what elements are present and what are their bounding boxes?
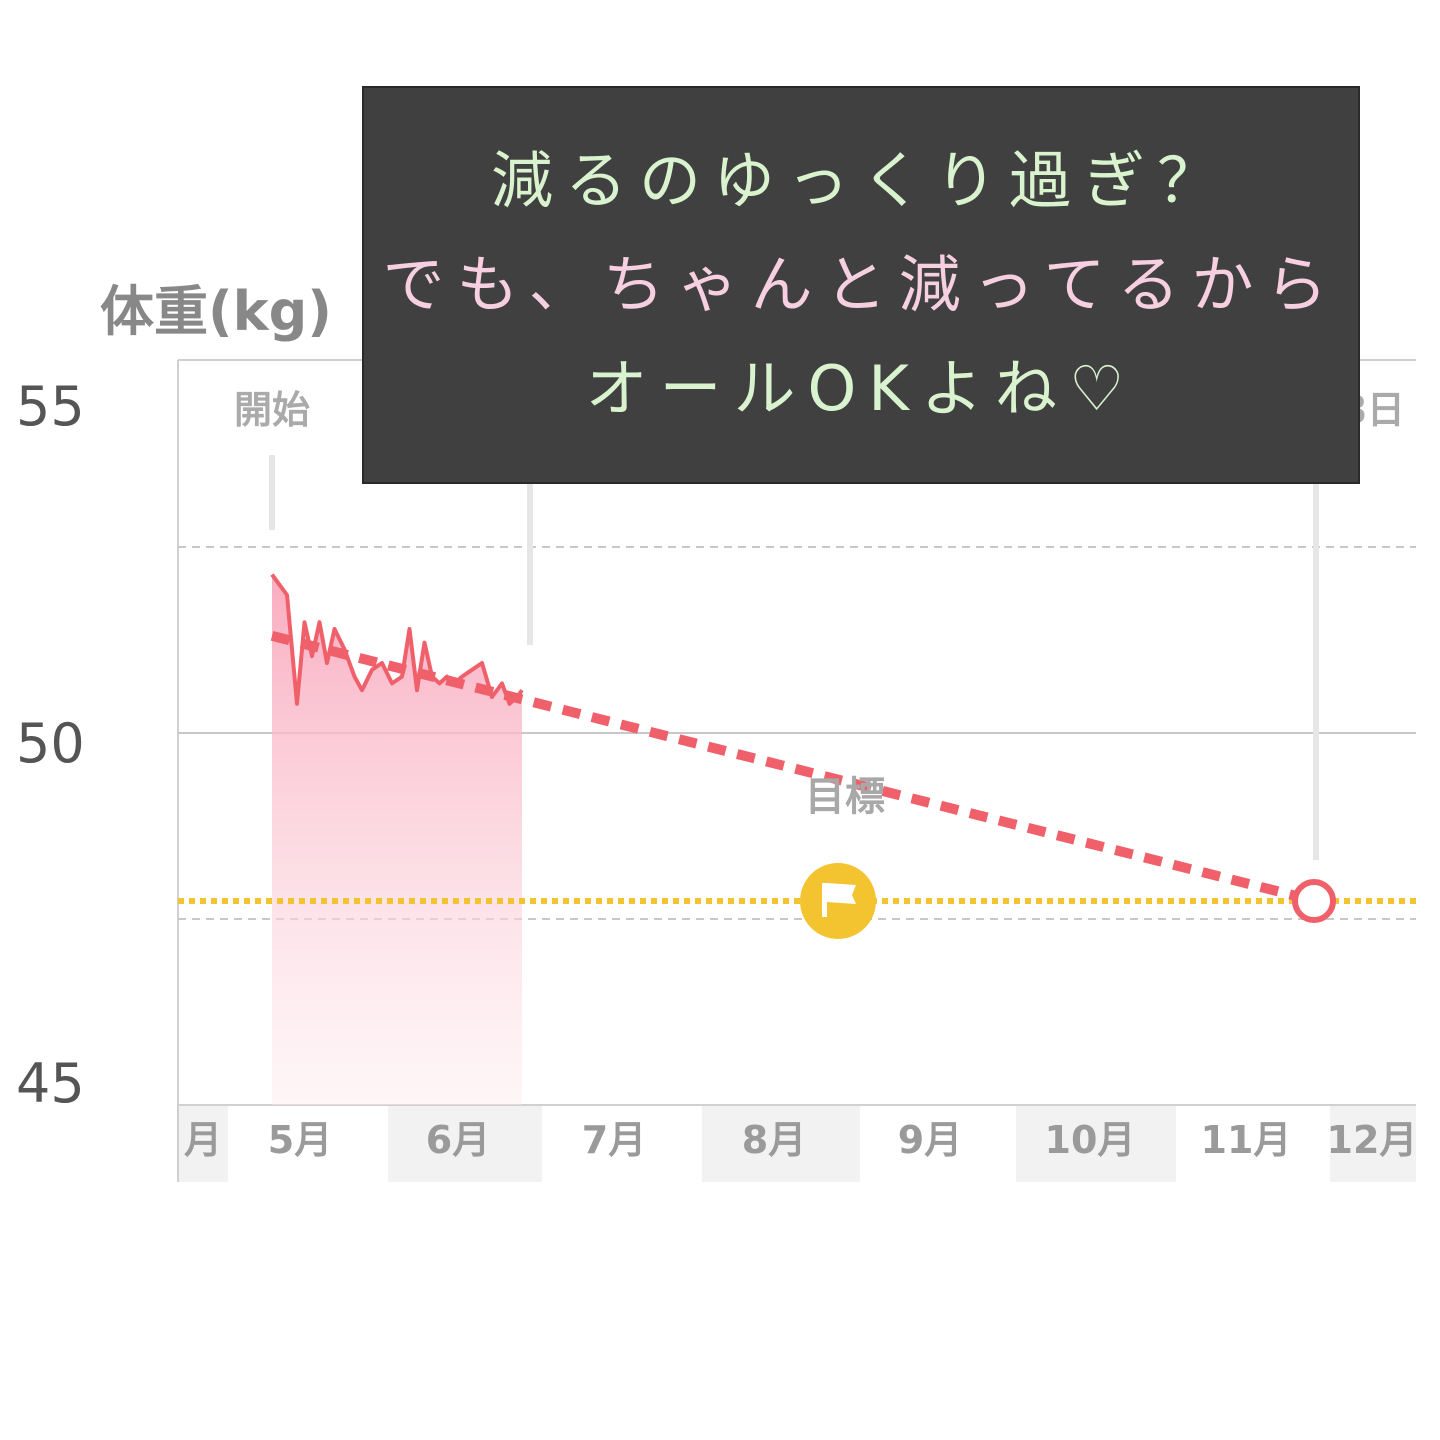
y-tick-label: 45 xyxy=(16,1052,85,1115)
month-stripe xyxy=(388,1105,542,1182)
y-tick-label: 55 xyxy=(16,375,85,438)
month-stripe xyxy=(702,1105,860,1182)
month-stripe xyxy=(1016,1105,1176,1182)
weight-area-fill xyxy=(272,574,522,1105)
month-label: 6月 xyxy=(426,1118,490,1162)
caption-line-3: オールOKよね♡ xyxy=(585,352,1137,425)
x-axis-month-labels: 月 5月 6月 7月 8月 9月 10月 11月 12月 xyxy=(184,1118,1417,1162)
y-axis-title: 体重(kg) xyxy=(100,280,332,343)
y-tick-label: 50 xyxy=(16,712,85,775)
month-label: 7月 xyxy=(582,1118,646,1162)
month-stripe xyxy=(178,1105,228,1182)
target-end-circle xyxy=(1292,879,1336,923)
month-label: 8月 xyxy=(742,1118,806,1162)
month-label: 5月 xyxy=(268,1118,332,1162)
month-label: 11月 xyxy=(1201,1118,1292,1162)
month-label: 12月 xyxy=(1327,1118,1418,1162)
month-stripe xyxy=(1330,1105,1416,1182)
month-label: 10月 xyxy=(1045,1118,1136,1162)
caption-line-2: でも、ちゃんと減ってるから xyxy=(382,248,1340,321)
weight-series-line xyxy=(270,573,524,706)
month-label: 9月 xyxy=(898,1118,962,1162)
month-label: 月 xyxy=(184,1118,222,1162)
goal-flag-icon xyxy=(800,863,876,939)
caption-overlay: 減るのゆっくり過ぎ？ でも、ちゃんと減ってるから オールOKよね♡ xyxy=(362,86,1360,484)
caption-line-1: 減るのゆっくり過ぎ？ xyxy=(490,144,1231,217)
start-marker-label: 開始 xyxy=(234,388,310,432)
goal-label: 目標 xyxy=(805,774,885,820)
